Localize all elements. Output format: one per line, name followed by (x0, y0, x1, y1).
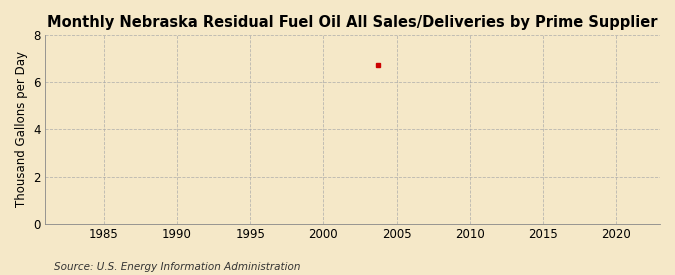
Y-axis label: Thousand Gallons per Day: Thousand Gallons per Day (15, 51, 28, 207)
Title: Monthly Nebraska Residual Fuel Oil All Sales/Deliveries by Prime Supplier: Monthly Nebraska Residual Fuel Oil All S… (47, 15, 658, 30)
Text: Source: U.S. Energy Information Administration: Source: U.S. Energy Information Administ… (54, 262, 300, 272)
